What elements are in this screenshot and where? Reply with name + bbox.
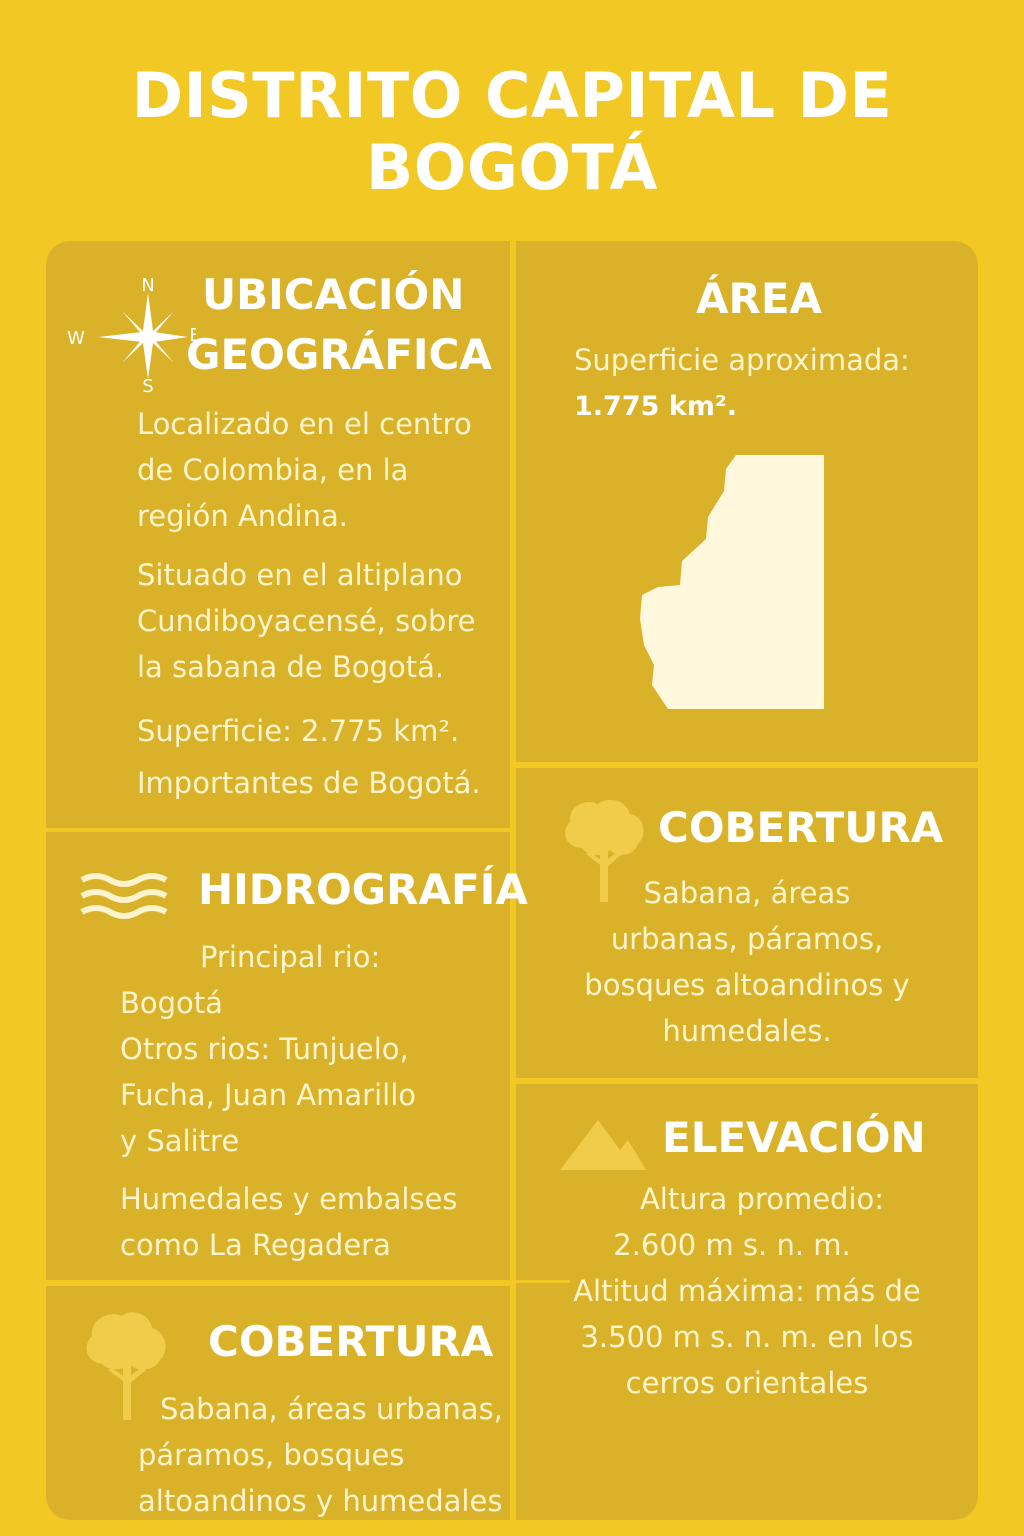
- area-label: Superficie aproximada:: [574, 343, 910, 377]
- text-line: Altitud máxima: más de: [573, 1274, 921, 1308]
- cobertura-left-text: Sabana, áreas urbanas, páramos, bosques …: [138, 1386, 503, 1524]
- hidrografia-text-2: Humedales y embalses como La Regadera: [120, 1176, 457, 1268]
- elevacion-text: Altura promedio: 2.600 m s. n. m. Altitu…: [516, 1176, 978, 1406]
- hidrografia-heading: HIDROGRAFÍA: [198, 865, 528, 914]
- mountain-icon: [560, 1120, 646, 1170]
- text-line: Situado en el altiplano: [137, 558, 463, 592]
- text-line: páramos, bosques: [138, 1438, 405, 1472]
- title-line-1: DISTRITO CAPITAL DE: [131, 59, 893, 132]
- text-line: región Andina.: [137, 499, 348, 533]
- text-line: Bogotá: [120, 986, 223, 1020]
- text-line: y Salitre: [120, 1124, 240, 1158]
- text-line: bosques altoandinos y: [584, 968, 910, 1002]
- compass-e: E: [189, 325, 196, 346]
- cobertura-right-text: Sabana, áreas urbanas, páramos, bosques …: [516, 870, 978, 1054]
- compass-icon: N S W E: [67, 275, 196, 396]
- text-line: Sabana, áreas: [643, 876, 851, 910]
- text-line: Humedales y embalses: [120, 1182, 458, 1216]
- text-line: 2.600 m s. n. m.: [613, 1228, 851, 1262]
- text-line: Importantes de Bogotá.: [137, 766, 481, 800]
- ubicacion-paragraph-3: Superficie: 2.775 km². Importantes de Bo…: [137, 705, 481, 809]
- section-divider: [480, 1280, 570, 1283]
- page-title: DISTRITO CAPITAL DE BOGOTÁ: [0, 60, 1024, 204]
- tree-icon: [565, 799, 644, 902]
- text-line: Sabana, áreas urbanas,: [160, 1392, 503, 1426]
- cobertura-right-heading: COBERTURA: [658, 803, 944, 852]
- elevacion-heading: ELEVACIÓN: [662, 1113, 926, 1162]
- text-line: Principal rio:: [200, 940, 381, 974]
- card-area: ÁREA Superficie aproximada: 1.775 km².: [516, 241, 978, 762]
- card-ubicacion: N S W E UBICACIÓN GEOGRÁFICA Localizado …: [46, 241, 510, 828]
- text-line: Altura promedio:: [639, 1182, 885, 1216]
- card-hidrografia: HIDROGRAFÍA Principal rio: Bogotá Otros …: [46, 832, 528, 1280]
- ubicacion-heading-2: GEOGRÁFICA: [186, 330, 492, 379]
- text-line: de Colombia, en la: [137, 453, 409, 487]
- card-cobertura-left: COBERTURA Sabana, áreas urbanas, páramos…: [46, 1286, 510, 1520]
- ubicacion-paragraph-1: Localizado en el centro de Colombia, en …: [137, 401, 472, 539]
- text-line: urbanas, páramos,: [610, 922, 884, 956]
- card-elevacion: ELEVACIÓN Altura promedio: 2.600 m s. n.…: [516, 1084, 978, 1520]
- card-cobertura-right: COBERTURA Sabana, áreas urbanas, páramos…: [516, 768, 978, 1078]
- text-line: humedales.: [662, 1014, 832, 1048]
- text-line: como La Regadera: [120, 1228, 391, 1262]
- text-line: Superficie: 2.775 km².: [137, 714, 460, 748]
- ubicacion-paragraph-2: Situado en el altiplano Cundiboyacensé, …: [137, 552, 476, 690]
- compass-n: N: [141, 275, 154, 296]
- text-line: la sabana de Bogotá.: [137, 650, 445, 684]
- text-line: cerros orientales: [625, 1366, 869, 1400]
- text-line: altoandinos y humedales: [138, 1484, 503, 1518]
- cobertura-left-heading: COBERTURA: [208, 1317, 494, 1366]
- area-heading: ÁREA: [695, 274, 823, 323]
- area-value: 1.775 km².: [574, 391, 737, 422]
- text-line: Cundiboyacensé, sobre: [137, 604, 476, 638]
- text-line: Otros rios: Tunjuelo,: [120, 1032, 409, 1066]
- title-line-2: BOGOTÁ: [365, 131, 659, 204]
- text-line: Localizado en el centro: [137, 407, 472, 441]
- text-line: Fucha, Juan Amarillo: [120, 1078, 417, 1112]
- tree-icon: [86, 1312, 166, 1420]
- compass-s: S: [142, 376, 153, 396]
- hidrografia-text: Principal rio: Bogotá Otros rios: Tunjue…: [120, 934, 416, 1164]
- bogota-map-icon: [640, 455, 824, 709]
- compass-w: W: [67, 328, 85, 349]
- text-line: 3.500 m s. n. m. en los: [580, 1320, 914, 1354]
- water-waves-icon: [80, 873, 168, 919]
- ubicacion-heading-1: UBICACIÓN: [202, 270, 465, 319]
